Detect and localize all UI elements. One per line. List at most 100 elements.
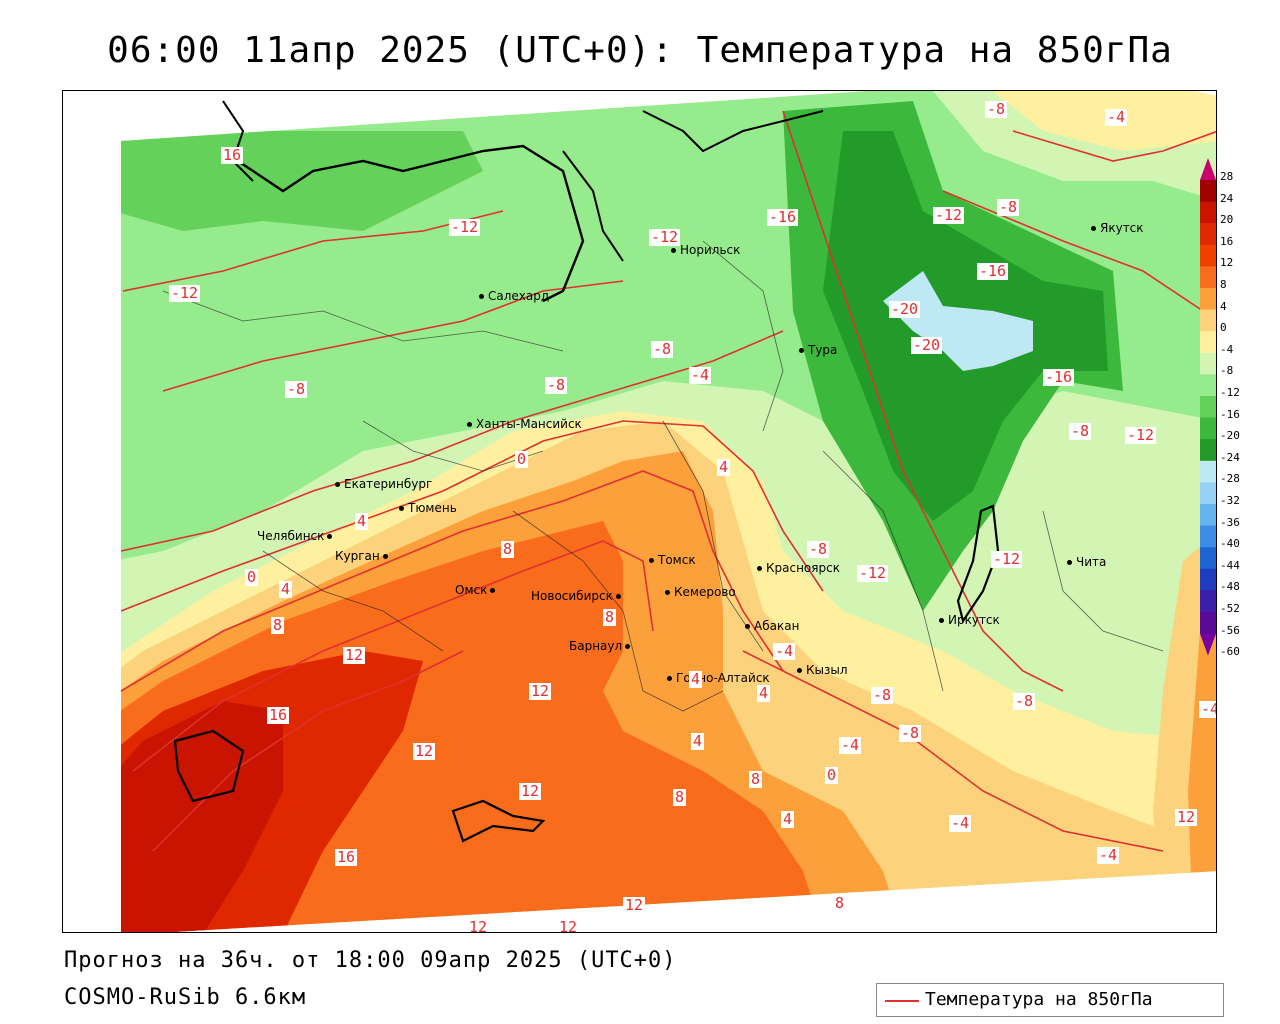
isotherm-label: -12	[933, 206, 965, 224]
isotherm-label: 0	[515, 450, 529, 468]
isotherm-label: 8	[271, 616, 285, 634]
colorbar-tick-label: -60	[1220, 645, 1240, 659]
colorbar-segment	[1200, 504, 1216, 527]
colorbar-segment	[1200, 568, 1216, 591]
temperature-colorbar	[1200, 158, 1216, 656]
isotherm-label: 12	[623, 896, 646, 914]
colorbar-segment	[1200, 309, 1216, 332]
colorbar-tick-label: -48	[1220, 580, 1240, 594]
city-chelyabinsk[interactable]: Челябинск	[257, 529, 336, 543]
colorbar-tick-label: 20	[1220, 213, 1234, 227]
city-novosibirsk[interactable]: Новосибирск	[531, 589, 625, 603]
isotherm-label: 12	[557, 919, 580, 932]
city-dot-icon	[799, 348, 804, 353]
isotherm-label: 4	[691, 732, 705, 750]
colorbar-segment	[1200, 331, 1216, 354]
isotherm-label: 16	[267, 706, 290, 724]
legend-label: Температура на 850гПа	[925, 989, 1153, 1010]
weather-map[interactable]: Салехард Норильск Якутск Тура Ханты-Манс…	[62, 90, 1217, 933]
city-dot-icon	[625, 644, 631, 649]
city-salekhard[interactable]: Салехард	[479, 289, 549, 303]
colorbar-tick-label: -36	[1220, 515, 1240, 529]
coastlines	[173, 100, 1000, 843]
colorbar-segment	[1200, 201, 1216, 224]
isotherm-label: -8	[807, 540, 830, 558]
isotherm-label: 0	[245, 568, 259, 586]
colorbar-segment	[1200, 590, 1216, 613]
city-irkutsk[interactable]: Иркутск	[939, 613, 1000, 627]
isotherm-label: 4	[781, 810, 795, 828]
colorbar-segment	[1200, 439, 1216, 462]
isotherm-label: -20	[911, 336, 943, 354]
city-barnaul[interactable]: Барнаул	[569, 639, 634, 653]
colorbar-segment	[1200, 396, 1216, 419]
city-abakan[interactable]: Абакан	[745, 619, 799, 633]
city-dot-icon	[467, 422, 472, 427]
city-kurgan[interactable]: Курган	[335, 549, 392, 563]
legend-line-icon	[885, 1000, 919, 1002]
isotherm-label: -8	[871, 686, 894, 704]
city-tyumen[interactable]: Тюмень	[399, 501, 457, 515]
city-dot-icon	[745, 624, 750, 629]
colorbar-segment	[1200, 223, 1216, 246]
isotherm-label: -16	[767, 208, 799, 226]
city-dot-icon	[1067, 560, 1072, 565]
city-tomsk[interactable]: Томск	[649, 553, 696, 567]
city-dot-icon	[335, 482, 340, 487]
colorbar-segment	[1200, 525, 1216, 548]
city-khanty-mansiysk[interactable]: Ханты-Мансийск	[467, 417, 582, 431]
colorbar-tick-label: -24	[1220, 450, 1240, 464]
isotherm-label: -20	[889, 300, 921, 318]
isotherm-label: -4	[839, 736, 862, 754]
isotherm-label: -8	[285, 380, 308, 398]
colorbar-tick-label: -28	[1220, 472, 1240, 486]
colorbar-tick-label: -56	[1220, 623, 1240, 637]
isotherm-label: 12	[1175, 808, 1198, 826]
isotherm-label: -16	[1043, 368, 1075, 386]
city-kemerovo[interactable]: Кемерово	[665, 585, 736, 599]
city-dot-icon	[671, 248, 676, 253]
city-norilsk[interactable]: Норильск	[671, 243, 740, 257]
city-kyzyl[interactable]: Кызыл	[797, 663, 848, 677]
city-dot-icon	[649, 558, 654, 563]
colorbar-tick-label: -52	[1220, 602, 1240, 615]
city-dot-icon	[382, 554, 388, 559]
isotherm-label: 12	[467, 919, 490, 932]
isotherm-label: -4	[949, 814, 972, 832]
colorbar-segment	[1200, 612, 1216, 635]
isotherm-label: -12	[857, 564, 889, 582]
city-yekaterinburg[interactable]: Екатеринбург	[335, 477, 432, 491]
isotherm-label: -16	[977, 262, 1009, 280]
city-dot-icon	[1091, 226, 1096, 231]
city-omsk[interactable]: Омск	[455, 583, 499, 597]
colorbar-segment	[1200, 266, 1216, 289]
city-dot-icon	[615, 594, 621, 599]
map-title: 06:00 11апр 2025 (UTC+0): Температура на…	[107, 30, 1173, 71]
colorbar-segment	[1200, 460, 1216, 483]
isotherm-label: 16	[335, 848, 358, 866]
city-chita[interactable]: Чита	[1067, 555, 1106, 569]
city-krasnoyarsk[interactable]: Красноярск	[757, 561, 840, 575]
colorbar-tick-label: -12	[1220, 386, 1240, 399]
isotherm-label: -8	[899, 724, 922, 742]
colorbar-tick-label: 12	[1220, 256, 1234, 270]
colorbar-bottom-arrow	[1200, 633, 1216, 656]
city-dot-icon	[327, 534, 333, 539]
isotherm-label: 12	[529, 682, 552, 700]
city-gorno-altaysk[interactable]: Горно-Алтайск	[667, 671, 770, 685]
isotherm-label: -12	[991, 550, 1023, 568]
colorbar-segment	[1200, 374, 1216, 397]
colorbar-segment	[1200, 482, 1216, 505]
isotherm-label: -8	[545, 376, 568, 394]
city-tura[interactable]: Тура	[799, 343, 837, 357]
colorbar-top-arrow	[1200, 158, 1216, 180]
isotherm-label: -12	[649, 228, 681, 246]
colorbar-tick-label: 4	[1220, 299, 1227, 313]
temperature-fill	[121, 91, 1216, 932]
city-yakutsk[interactable]: Якутск	[1091, 221, 1144, 235]
isotherm-label: 8	[673, 788, 687, 806]
colorbar-tick-label: 8	[1220, 278, 1227, 291]
isotherm-label: -8	[1069, 422, 1092, 440]
isotherm-label: -12	[449, 218, 481, 236]
colorbar-segment	[1200, 352, 1216, 375]
